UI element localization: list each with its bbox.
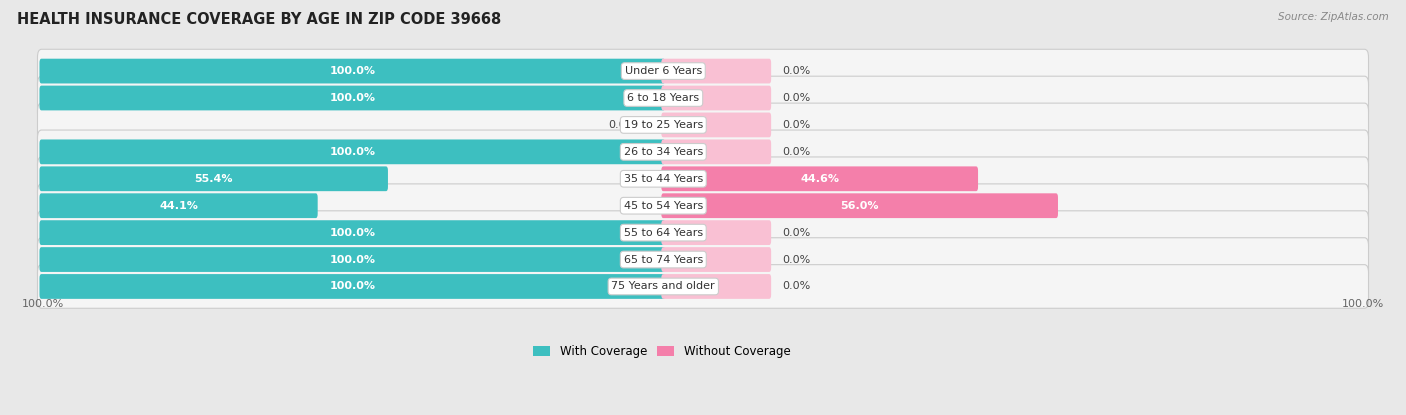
Text: 0.0%: 0.0% (782, 93, 811, 103)
Text: 0.0%: 0.0% (609, 120, 637, 130)
FancyBboxPatch shape (39, 85, 665, 110)
FancyBboxPatch shape (661, 166, 979, 191)
Text: 35 to 44 Years: 35 to 44 Years (624, 174, 703, 184)
FancyBboxPatch shape (661, 139, 770, 164)
FancyBboxPatch shape (661, 193, 1057, 218)
Text: 6 to 18 Years: 6 to 18 Years (627, 93, 699, 103)
FancyBboxPatch shape (38, 130, 1368, 173)
Text: 0.0%: 0.0% (782, 66, 811, 76)
FancyBboxPatch shape (38, 49, 1368, 93)
FancyBboxPatch shape (38, 265, 1368, 308)
Text: 0.0%: 0.0% (782, 120, 811, 130)
FancyBboxPatch shape (661, 85, 770, 110)
FancyBboxPatch shape (661, 112, 770, 137)
FancyBboxPatch shape (39, 220, 665, 245)
FancyBboxPatch shape (38, 238, 1368, 281)
FancyBboxPatch shape (39, 247, 665, 272)
FancyBboxPatch shape (39, 274, 665, 299)
FancyBboxPatch shape (39, 59, 665, 83)
Text: 44.1%: 44.1% (159, 201, 198, 211)
Text: 55 to 64 Years: 55 to 64 Years (624, 227, 703, 238)
FancyBboxPatch shape (38, 157, 1368, 200)
FancyBboxPatch shape (38, 103, 1368, 147)
Text: 100.0%: 100.0% (329, 281, 375, 291)
Text: 56.0%: 56.0% (841, 201, 879, 211)
FancyBboxPatch shape (38, 184, 1368, 227)
Text: 100.0%: 100.0% (329, 227, 375, 238)
FancyBboxPatch shape (39, 166, 388, 191)
Text: HEALTH INSURANCE COVERAGE BY AGE IN ZIP CODE 39668: HEALTH INSURANCE COVERAGE BY AGE IN ZIP … (17, 12, 501, 27)
Text: 75 Years and older: 75 Years and older (612, 281, 716, 291)
Text: 0.0%: 0.0% (782, 281, 811, 291)
Text: 100.0%: 100.0% (21, 298, 63, 308)
Text: 0.0%: 0.0% (782, 254, 811, 264)
Text: 65 to 74 Years: 65 to 74 Years (624, 254, 703, 264)
Text: 45 to 54 Years: 45 to 54 Years (624, 201, 703, 211)
FancyBboxPatch shape (39, 193, 318, 218)
Text: 100.0%: 100.0% (329, 254, 375, 264)
Text: 100.0%: 100.0% (1343, 298, 1385, 308)
FancyBboxPatch shape (661, 59, 770, 83)
Text: 19 to 25 Years: 19 to 25 Years (624, 120, 703, 130)
FancyBboxPatch shape (39, 139, 665, 164)
FancyBboxPatch shape (38, 76, 1368, 120)
Legend: With Coverage, Without Coverage: With Coverage, Without Coverage (529, 340, 796, 363)
Text: 26 to 34 Years: 26 to 34 Years (624, 147, 703, 157)
FancyBboxPatch shape (661, 220, 770, 245)
FancyBboxPatch shape (661, 247, 770, 272)
Text: Source: ZipAtlas.com: Source: ZipAtlas.com (1278, 12, 1389, 22)
Text: 44.6%: 44.6% (800, 174, 839, 184)
Text: Under 6 Years: Under 6 Years (624, 66, 702, 76)
Text: 100.0%: 100.0% (329, 147, 375, 157)
FancyBboxPatch shape (661, 274, 770, 299)
Text: 55.4%: 55.4% (194, 174, 233, 184)
Text: 0.0%: 0.0% (782, 227, 811, 238)
FancyBboxPatch shape (38, 211, 1368, 254)
Text: 100.0%: 100.0% (329, 93, 375, 103)
Text: 100.0%: 100.0% (329, 66, 375, 76)
Text: 0.0%: 0.0% (782, 147, 811, 157)
